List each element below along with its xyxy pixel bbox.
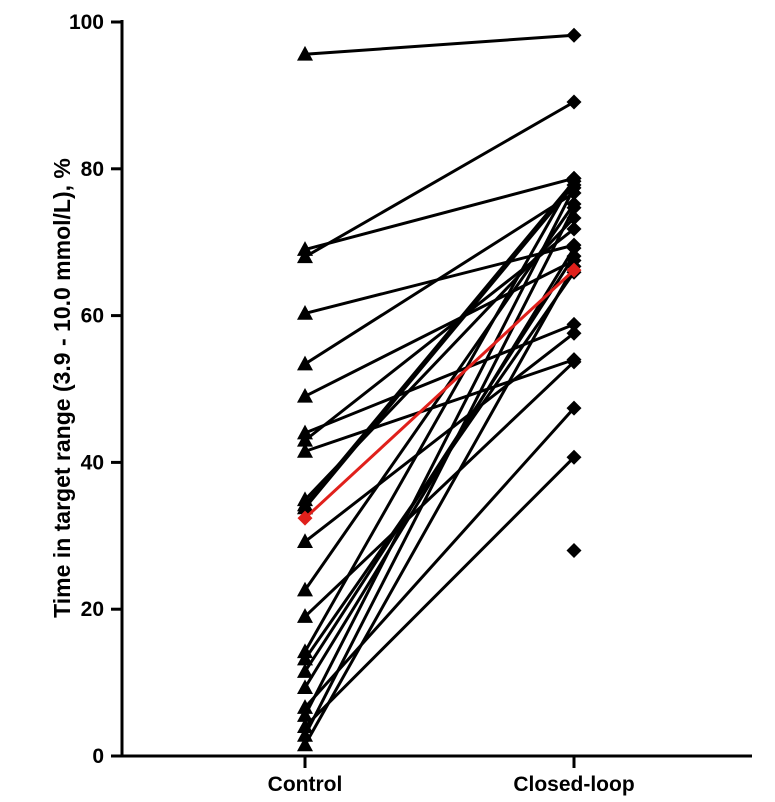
series-lines [303,33,576,746]
control-point [297,387,313,403]
y-axis-title: Time in target range (3.9 - 10.0 mmol/L)… [49,158,75,618]
control-point [297,718,313,733]
series-line [303,203,576,591]
y-tick-label: 0 [92,745,104,768]
median-layer [297,262,582,526]
control-point [297,355,313,371]
control-point [297,499,313,515]
control-point [297,736,313,752]
y-tick-label: 40 [81,451,104,474]
series-line [303,183,576,509]
control-point [297,650,313,666]
unpaired-point [566,542,582,558]
closed-loop-point [566,170,582,186]
y-ticks: 0 20 40 60 80 100 [69,11,122,768]
control-point [297,533,313,548]
series-markers [297,27,582,752]
series-line [304,176,575,251]
series-line [303,265,576,746]
control-point [297,442,313,458]
x-axis: Control Closed-loop [120,754,752,796]
control-point [297,248,313,264]
series-line [304,100,575,259]
series-line [304,191,575,366]
closed-loop-point [566,210,582,226]
closed-loop-point [566,325,582,341]
closed-loop-point [566,180,582,196]
series-line [304,358,575,453]
control-point [297,45,313,61]
control-point [297,608,313,623]
closed-loop-point [566,248,582,264]
closed-loop-point [566,400,582,416]
y-tick-label: 100 [69,11,104,34]
series-line [303,407,576,709]
y-tick-label: 80 [81,158,104,181]
control-point [297,663,313,678]
series-line [303,187,576,717]
series-line [304,332,575,543]
series-line [304,259,575,398]
x-tick-label: Closed-loop [513,773,634,796]
series-line [304,323,575,435]
median-line [303,268,576,520]
series-line [303,207,576,737]
control-point [297,304,313,320]
y-tick-label: 20 [81,598,104,621]
series-line [303,177,576,653]
x-tick-label: Control [268,773,343,796]
control-point [297,727,313,742]
y-axis: 0 20 40 60 80 100 [69,11,124,768]
closed-loop-point [566,94,582,110]
median-control-point [297,510,313,526]
control-point [297,707,313,722]
median-closed-loop-point [566,262,582,278]
series-line [303,255,576,673]
closed-loop-point [566,240,582,256]
closed-loop-point [566,221,582,237]
closed-loop-point [566,354,582,370]
y-tick-label: 60 [81,305,104,328]
control-point [297,699,313,714]
x-ticks: Control Closed-loop [268,756,635,796]
control-point [297,581,313,597]
series-line [304,33,575,56]
closed-loop-point [566,449,582,465]
control-point [297,431,313,447]
series-line [303,180,576,506]
series-line [303,247,576,689]
control-point [297,679,313,695]
series-line [303,456,576,728]
closed-loop-point [566,200,582,216]
closed-loop-point [566,27,582,43]
closed-loop-point [566,316,582,332]
